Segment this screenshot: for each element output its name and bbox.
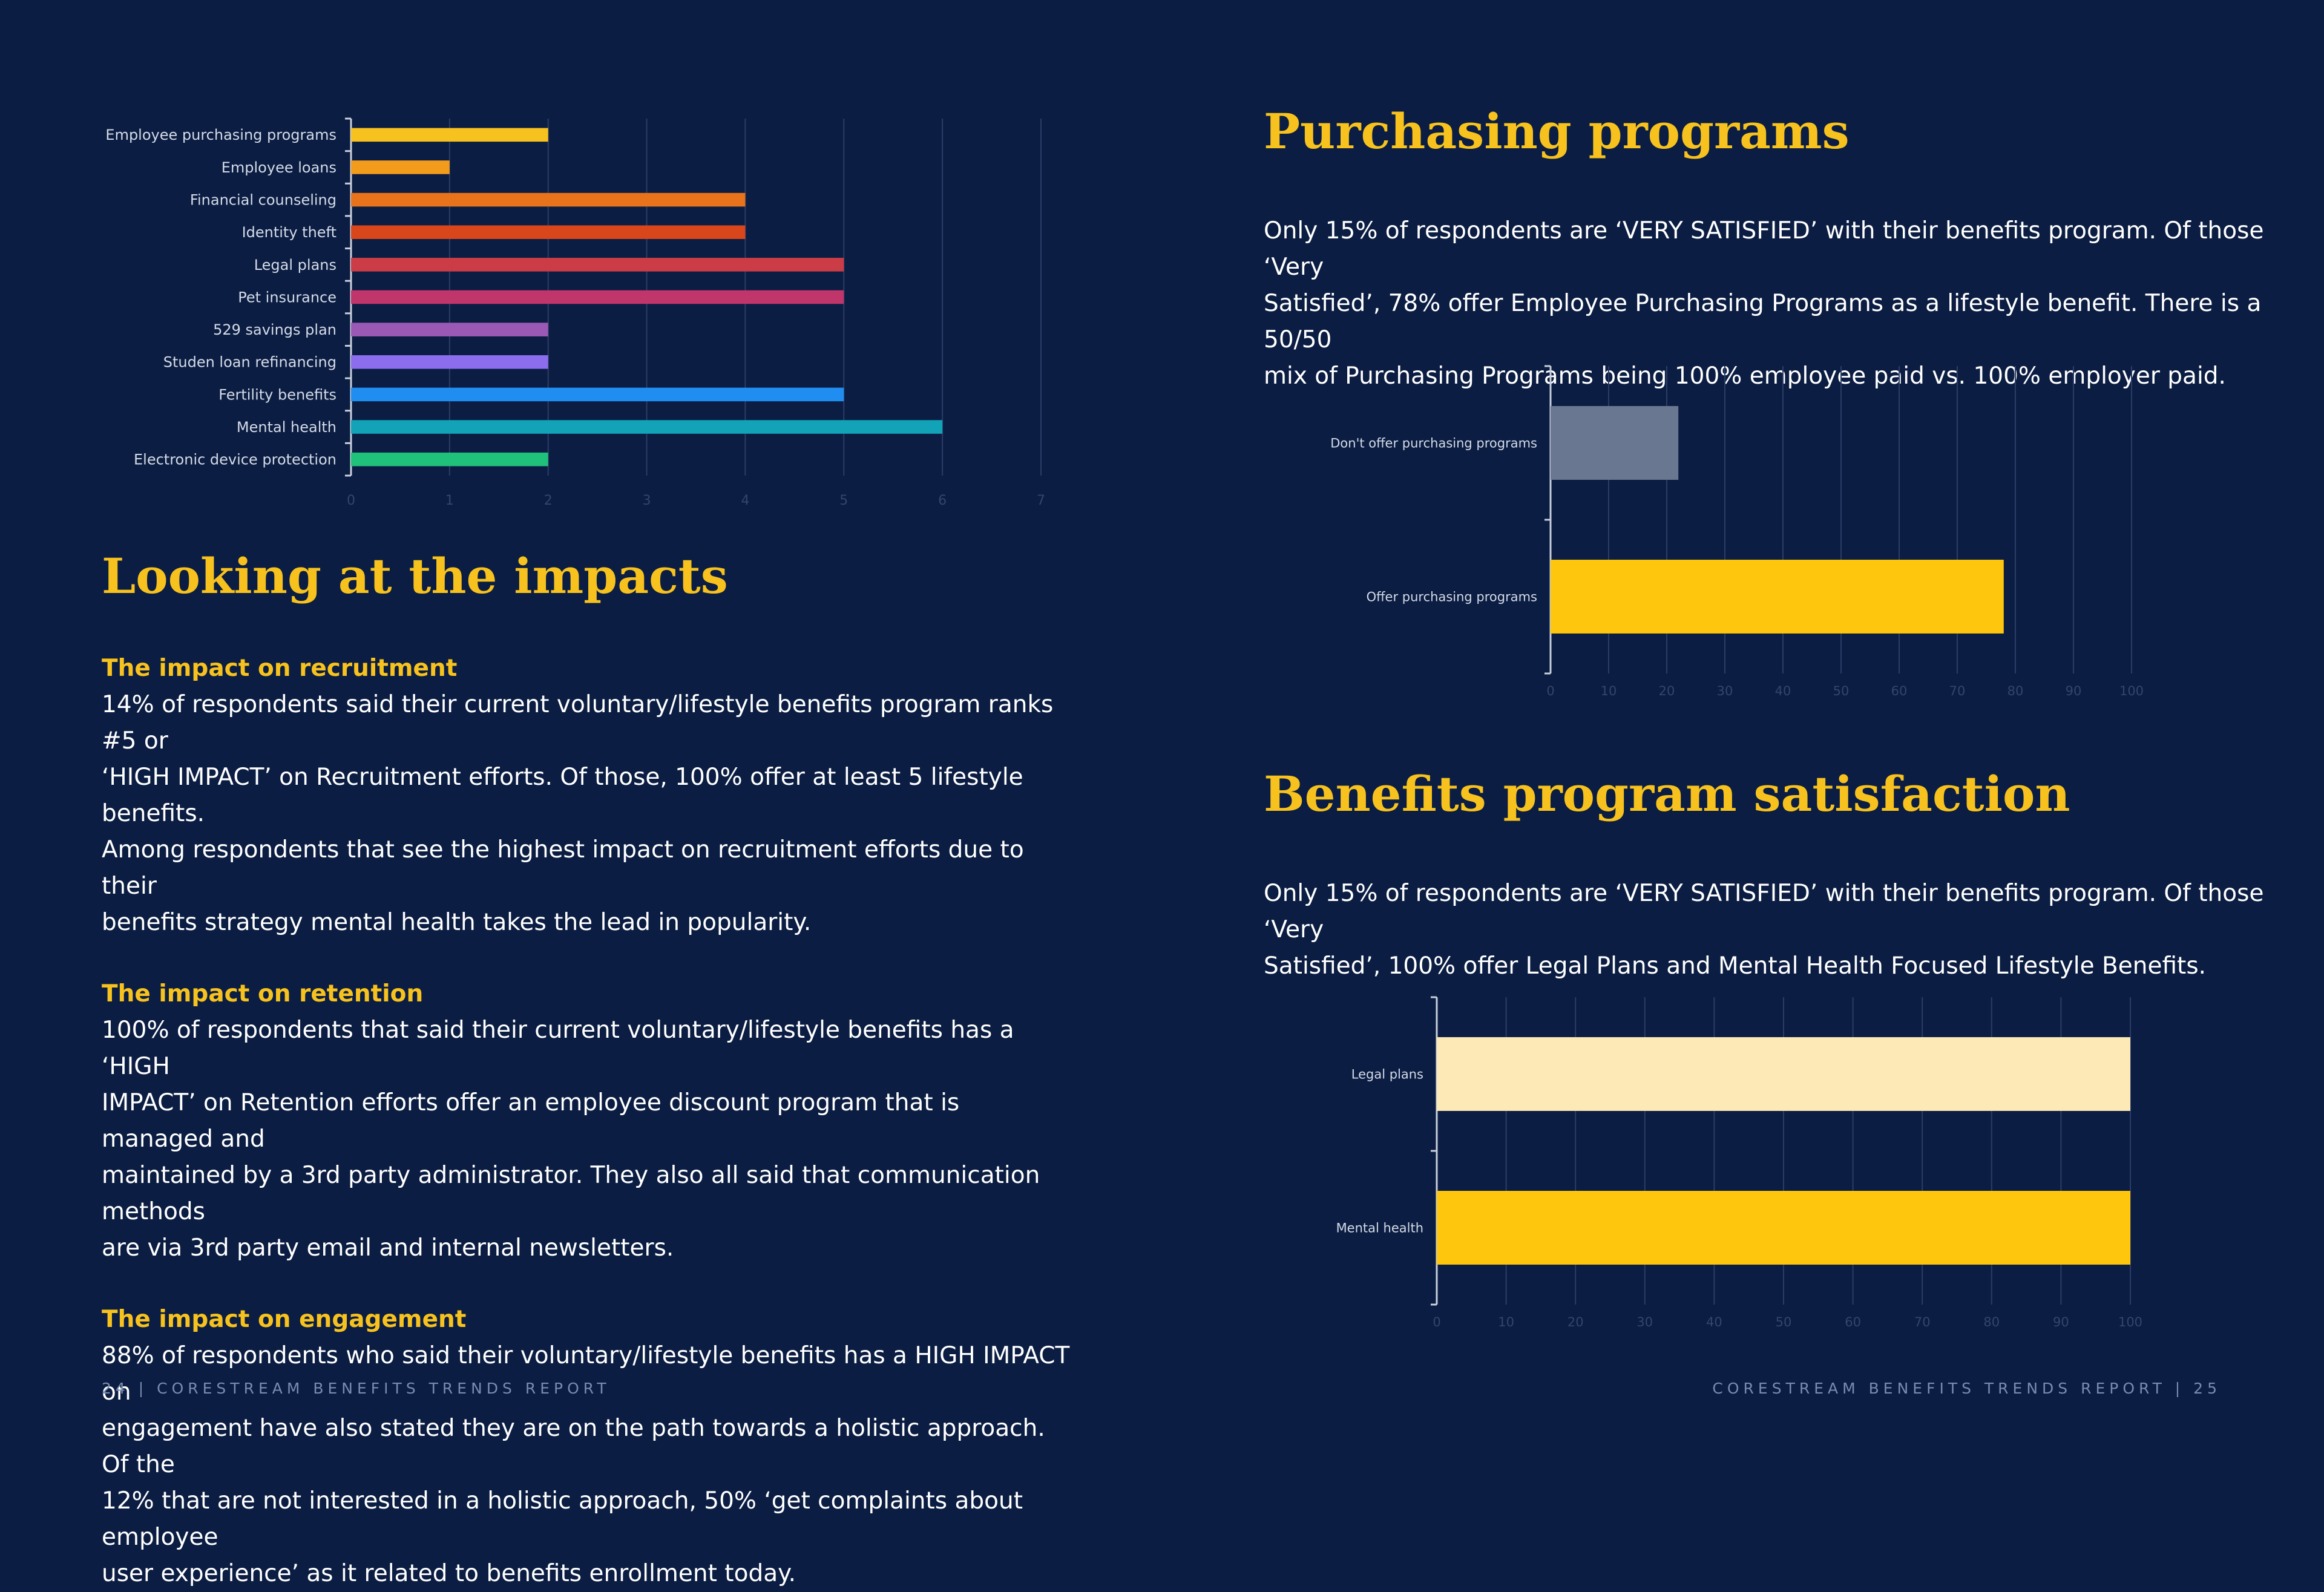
x-tick-label: 40	[1706, 1315, 1722, 1329]
retention-line: 100% of respondents that said their curr…	[102, 1017, 1014, 1080]
engagement-line: 88% of respondents who said their volunt…	[102, 1342, 1070, 1406]
lifestyle-benefits-chart: 0 1 2 3 4 5 6 7 Employee purchasing programs Empl…	[105, 117, 1045, 508]
purchasing-text: Only 15% of respondents are ‘VERY SATISF…	[1264, 213, 2293, 395]
satisfaction-heading: Benefits program satisfaction	[1264, 765, 2070, 822]
x-tick-label: 30	[1636, 1315, 1653, 1329]
bar-offer-purchasing-programs	[1551, 560, 2004, 634]
recruitment-line: 14% of respondents said their current vo…	[102, 691, 1054, 755]
x-tick-label: 20	[1659, 684, 1675, 698]
category-label: Financial counseling	[190, 191, 336, 208]
retention-title: The impact on retention	[102, 980, 424, 1007]
retention-line: IMPACT’ on Retention efforts offer an em…	[102, 1089, 960, 1153]
x-tick-label: 1	[445, 493, 454, 508]
impacts-sections: The impact on recruitment 14% of respond…	[102, 650, 1070, 1592]
bar-studen-loan-refinancing	[351, 355, 548, 369]
x-tick-label: 50	[1776, 1315, 1792, 1329]
recruitment-line: Among respondents that see the highest i…	[102, 836, 1024, 900]
category-label: 529 savings plan	[213, 321, 336, 338]
category-label: Mental health	[1336, 1220, 1423, 1235]
x-tick-label: 5	[839, 493, 848, 508]
engagement-line: user experience’ as it related to benefi…	[102, 1560, 796, 1587]
x-tick-label: 6	[938, 493, 947, 508]
bar-don-t-offer-purchasing-programs	[1551, 406, 1679, 480]
recruitment-title: The impact on recruitment	[102, 655, 458, 682]
bar-employee-loans	[351, 160, 450, 174]
bar-pet-insurance	[351, 290, 844, 304]
category-label: Legal plans	[254, 257, 336, 274]
x-tick-label: 4	[741, 493, 749, 508]
recruitment-line: benefits strategy mental health takes th…	[102, 909, 812, 936]
x-tick-label: 40	[1775, 684, 1791, 698]
category-label: Pet insurance	[238, 289, 336, 306]
x-tick-label: 30	[1717, 684, 1733, 698]
category-label: Don't offer purchasing programs	[1330, 436, 1537, 450]
engagement-title: The impact on engagement	[102, 1306, 467, 1333]
x-tick-label: 0	[1546, 684, 1554, 698]
x-tick-label: 60	[1845, 1315, 1861, 1329]
x-tick-label: 70	[1949, 684, 1966, 698]
engagement-section: The impact on engagement 88% of responde…	[102, 1302, 1070, 1592]
bar-electronic-device-protection	[351, 452, 548, 467]
purchasing-chart: 0 10 20 30 40 50 60 70 80 90 100 Don't offer purcha…	[1330, 365, 2144, 698]
bar-legal-plans	[1437, 1037, 2130, 1111]
category-label: Identity theft	[242, 224, 336, 241]
category-label: Legal plans	[1351, 1067, 1423, 1081]
satisfaction-line: Only 15% of respondents are ‘VERY SATISF…	[1264, 880, 2264, 943]
x-tick-label: 100	[2118, 1315, 2142, 1329]
bar-financial-counseling	[351, 192, 746, 207]
x-tick-label: 20	[1567, 1315, 1584, 1329]
x-tick-label: 80	[2007, 684, 2024, 698]
category-label: Fertility benefits	[218, 386, 336, 403]
x-tick-label: 90	[2066, 684, 2082, 698]
bar-identity-theft	[351, 225, 746, 239]
x-tick-label: 0	[347, 493, 355, 508]
category-label: Employee loans	[222, 159, 336, 176]
bar-529-savings-plan	[351, 323, 548, 336]
x-tick-label: 60	[1891, 684, 1908, 698]
engagement-line: engagement have also stated they are on …	[102, 1415, 1045, 1478]
x-tick-label: 3	[643, 493, 651, 508]
x-tick-label: 10	[1601, 684, 1617, 698]
x-tick-label: 100	[2119, 684, 2144, 698]
category-label: Studen loan refinancing	[163, 354, 336, 371]
retention-line: maintained by a 3rd party administrator.…	[102, 1162, 1040, 1225]
x-tick-label: 7	[1037, 493, 1045, 508]
right-footer: CORESTREAM BENEFITS TRENDS REPORT | 25	[1712, 1380, 2221, 1397]
x-tick-label: 0	[1433, 1315, 1440, 1329]
bar-legal-plans	[351, 258, 844, 272]
x-tick-label: 50	[1833, 684, 1850, 698]
purchasing-line: Only 15% of respondents are ‘VERY SATISF…	[1264, 217, 2264, 281]
left-footer: 24 | CORESTREAM BENEFITS TRENDS REPORT	[102, 1380, 611, 1397]
purchasing-heading: Purchasing programs	[1264, 103, 1850, 160]
recruitment-line: ‘HIGH IMPACT’ on Recruitment efforts. Of…	[102, 764, 1023, 827]
x-tick-label: 80	[1983, 1315, 2000, 1329]
bar-mental-health	[1437, 1191, 2130, 1265]
purchasing-line: Satisfied’, 78% offer Employee Purchasin…	[1264, 290, 2262, 353]
purchasing-line: mix of Purchasing Programs being 100% em…	[1264, 362, 2226, 390]
bar-employee-purchasing-programs	[351, 128, 548, 142]
category-label: Offer purchasing programs	[1367, 589, 1537, 604]
recruitment-section: The impact on recruitment 14% of respond…	[102, 650, 1070, 941]
impacts-heading: Looking at the impacts	[102, 548, 728, 604]
category-label: Employee purchasing programs	[105, 126, 336, 143]
x-tick-label: 90	[2053, 1315, 2069, 1329]
x-tick-label: 2	[544, 493, 553, 508]
satisfaction-text: Only 15% of respondents are ‘VERY SATISF…	[1264, 876, 2293, 984]
bar-mental-health	[351, 420, 943, 434]
bar-fertility-benefits	[351, 387, 844, 402]
x-tick-label: 10	[1498, 1315, 1514, 1329]
retention-line: are via 3rd party email and internal new…	[102, 1234, 674, 1262]
satisfaction-line: Satisfied’, 100% offer Legal Plans and M…	[1264, 952, 2207, 980]
engagement-line: 12% that are not interested in a holisti…	[102, 1487, 1023, 1551]
retention-section: The impact on retention 100% of responde…	[102, 976, 1070, 1266]
category-label: Electronic device protection	[134, 451, 336, 468]
category-label: Mental health	[237, 419, 336, 436]
x-tick-label: 70	[1914, 1315, 1931, 1329]
satisfaction-chart: 0 10 20 30 40 50 60 70 80 90 100 Legal plans Mental …	[1336, 996, 2142, 1329]
